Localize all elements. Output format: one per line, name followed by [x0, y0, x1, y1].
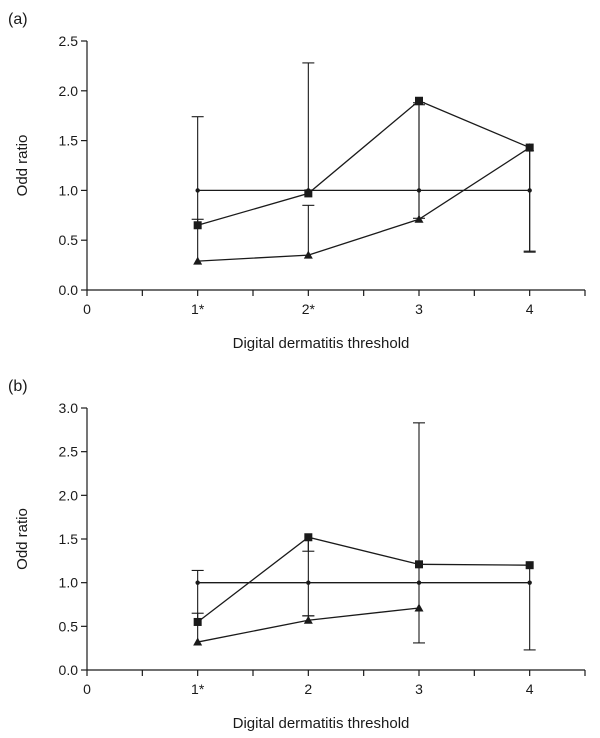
- series-triangle: [191, 104, 536, 265]
- y-tick-label: 1.0: [59, 575, 79, 591]
- x-tick-label: 4: [526, 301, 534, 317]
- series-line: [197, 536, 530, 623]
- data-point-triangle: [303, 615, 313, 624]
- x-axis-title: Digital dermatitis threshold: [233, 715, 410, 732]
- series-circle: [195, 188, 532, 193]
- x-tick-label: 3: [415, 681, 423, 697]
- x-tick-label: 0: [83, 301, 91, 317]
- x-tick-label: 4: [526, 681, 534, 697]
- data-point-triangle: [414, 214, 424, 223]
- x-tick-label: 1*: [191, 301, 205, 317]
- x-axis-title: Digital dermatitis threshold: [233, 335, 410, 352]
- y-tick-label: 0.5: [59, 232, 79, 248]
- y-tick-label: 1.5: [59, 531, 79, 547]
- series-triangle: [191, 603, 424, 646]
- data-point-triangle: [193, 637, 203, 646]
- x-tick-label: 2: [304, 681, 312, 697]
- data-point-square: [304, 189, 313, 198]
- data-point-square: [415, 560, 423, 569]
- x-tick-label: 2*: [302, 301, 316, 317]
- chart-panel-1: (a) 0.0 0.5 1.0 1.5 2.0 2.5 0 1* 2* 3 4 Digital derm…: [8, 11, 586, 352]
- y-tick-label: 2.5: [59, 444, 79, 460]
- series-line: [197, 100, 530, 226]
- data-point-square: [304, 533, 313, 542]
- y-tick-label: 0.0: [59, 282, 79, 298]
- y-tick-label: 0.5: [59, 618, 79, 634]
- data-point-square: [415, 96, 423, 105]
- data-point-triangle: [303, 250, 313, 259]
- data-point-triangle: [193, 256, 203, 265]
- series-square: [191, 62, 536, 253]
- chart-panel-2: (b) 0.0 0.5 1.0 1.5 2.0 2.5 3.0 0 1* 2 3 4 Digital de…: [8, 378, 586, 732]
- panel-label: (a): [8, 11, 28, 28]
- y-tick-label: 2.0: [59, 487, 79, 503]
- y-axis-title: Odd ratio: [14, 135, 31, 197]
- data-point-square: [525, 561, 534, 570]
- x-tick-label: 1*: [191, 681, 205, 697]
- panel-label: (b): [8, 378, 28, 395]
- y-tick-label: 3.0: [59, 400, 79, 416]
- y-tick-label: 1.0: [59, 182, 79, 198]
- x-tick-label: 3: [415, 301, 423, 317]
- y-tick-label: 2.0: [59, 83, 79, 99]
- data-point-triangle: [525, 143, 535, 152]
- y-tick-label: 2.5: [59, 33, 79, 49]
- series-square: [191, 422, 536, 651]
- x-tick-label: 0: [83, 681, 91, 697]
- y-axis-title: Odd ratio: [14, 508, 31, 570]
- y-tick-label: 0.0: [59, 662, 79, 678]
- series-line: [197, 147, 531, 262]
- data-point-triangle: [414, 603, 424, 612]
- y-tick-label: 1.5: [59, 133, 79, 149]
